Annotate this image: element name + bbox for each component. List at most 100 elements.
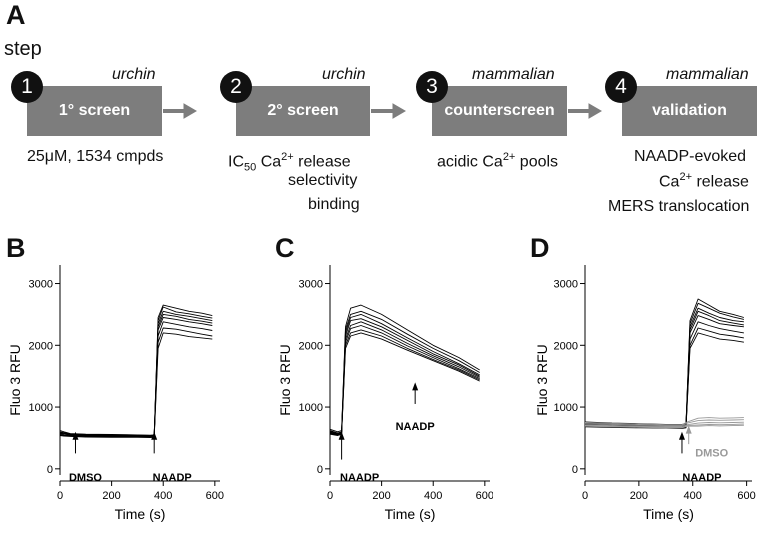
panel-d-letter: D <box>530 233 550 263</box>
step-3-species: mammalian <box>472 66 555 83</box>
y-tick-label: 2000 <box>554 340 578 352</box>
step-4-species: mammalian <box>666 66 749 83</box>
ca-superscript: 2+ <box>502 151 516 163</box>
step-4-caption-line3: MERS translocation <box>608 198 750 215</box>
trace-line <box>59 332 213 439</box>
x-tick-label: 400 <box>684 490 702 502</box>
annotation-arrowhead <box>151 431 158 440</box>
x-tick-label: 0 <box>327 490 333 502</box>
annotation-label: NAADP <box>340 472 379 484</box>
arrow-3-4-head <box>588 103 602 119</box>
trace-line <box>59 321 213 438</box>
ic-subscript: 50 <box>244 161 257 174</box>
y-tick-label: 0 <box>317 464 323 476</box>
ca-text: Ca <box>659 173 680 191</box>
step-1-number: 1 <box>11 71 43 103</box>
pools-text: pools <box>515 153 559 171</box>
x-tick-label: 400 <box>154 490 172 502</box>
step-3-box: counterscreen <box>432 86 567 136</box>
ca-superscript: 2+ <box>679 171 692 183</box>
panel-a-letter: A <box>6 0 26 30</box>
trace-line <box>584 315 744 428</box>
trace-line <box>329 332 480 436</box>
trace-line <box>584 424 744 429</box>
ca-text: Ca <box>256 153 282 171</box>
x-tick-label: 600 <box>476 490 493 502</box>
trace-line <box>329 310 480 434</box>
release-text: release <box>692 173 749 191</box>
chart-c: 0 1000 2000 3000 0 200 400 600 Time (s) Fluo 3 RF… <box>277 265 493 522</box>
trace-line <box>59 317 213 437</box>
step-1-caption: 25μM, 1534 cmpds <box>27 148 164 165</box>
annotation-label: NAADP <box>153 472 192 484</box>
step-4-caption-line1: NAADP-evoked <box>634 148 747 165</box>
y-tick-label: 2000 <box>29 340 53 352</box>
annotation-arrowhead <box>72 431 79 440</box>
step-arrows <box>163 103 602 119</box>
trace-line <box>584 332 744 429</box>
trace-line <box>59 304 213 436</box>
x-axis-label: Time (s) <box>643 506 694 522</box>
annotation-label: NAADP <box>396 421 435 433</box>
y-tick-label: 0 <box>47 464 53 476</box>
y-tick-label: 1000 <box>29 402 53 414</box>
y-tick-label: 1000 <box>299 402 323 414</box>
y-tick-label: 2000 <box>299 340 323 352</box>
trace-line <box>329 325 480 436</box>
annotation-arrowhead <box>685 425 692 434</box>
y-tick-label: 3000 <box>29 279 53 291</box>
x-tick-label: 0 <box>582 490 588 502</box>
arrow-1-2-head <box>183 103 197 119</box>
x-tick-label: 400 <box>424 490 442 502</box>
step-1-box: 1° screen <box>27 86 162 136</box>
step-2-species: urchin <box>322 66 366 83</box>
step-label: step <box>4 38 42 60</box>
trace-line <box>59 313 213 437</box>
step-2-caption-line1: IC50 Ca2+ release <box>228 146 351 179</box>
y-tick-label: 3000 <box>299 279 323 291</box>
step-2-box: 2° screen <box>236 86 370 136</box>
trace-line <box>584 310 744 427</box>
trace-line <box>59 310 213 436</box>
trace-line <box>584 419 744 427</box>
trace-line <box>584 327 744 429</box>
annotation-label: DMSO <box>69 472 102 484</box>
step-4-caption-line2: Ca2+ release <box>659 166 749 193</box>
x-tick-label: 200 <box>102 490 120 502</box>
step-4-box: validation <box>622 86 757 136</box>
trace-line <box>59 306 213 436</box>
y-axis-label: Fluo 3 RFU <box>7 344 23 416</box>
step-3-number: 3 <box>416 71 448 103</box>
release-text: release <box>293 153 351 171</box>
y-axis-label: Fluo 3 RFU <box>277 344 293 416</box>
trace-line <box>329 304 480 433</box>
x-tick-label: 600 <box>737 490 755 502</box>
x-tick-label: 0 <box>57 490 63 502</box>
trace-line <box>329 313 480 435</box>
step-2-caption-line3: binding <box>308 196 360 213</box>
annotation-arrowhead <box>678 431 685 440</box>
ca-superscript: 2+ <box>281 151 294 163</box>
x-tick-label: 200 <box>372 490 390 502</box>
trace-line <box>329 329 480 436</box>
ic-text: IC <box>228 153 244 171</box>
trace-line <box>584 423 744 428</box>
x-tick-label: 200 <box>630 490 648 502</box>
x-axis-label: Time (s) <box>385 506 436 522</box>
annotation-label: NAADP <box>682 472 721 484</box>
x-tick-label: 600 <box>206 490 224 502</box>
trace-line <box>59 327 213 438</box>
x-axis-label: Time (s) <box>115 506 166 522</box>
y-axis-label: Fluo 3 RFU <box>534 344 550 416</box>
step-2-caption-line2: selectivity <box>288 172 358 189</box>
chart-b: 0 1000 2000 3000 0 200 400 600 Time (s) Fluo 3 RF… <box>7 265 224 522</box>
annotation-label: DMSO <box>695 447 728 459</box>
acidic-text: acidic Ca <box>437 153 503 171</box>
trace-line <box>584 417 744 426</box>
annotation-arrowhead <box>412 382 419 391</box>
trace-line <box>584 302 745 426</box>
chart-d: 0 1000 2000 3000 0 200 400 600 Time (s) Fluo 3 RF… <box>534 265 756 522</box>
step-2-number: 2 <box>220 71 252 103</box>
panel-b-letter: B <box>6 233 26 263</box>
panel-c-letter: C <box>275 233 295 263</box>
